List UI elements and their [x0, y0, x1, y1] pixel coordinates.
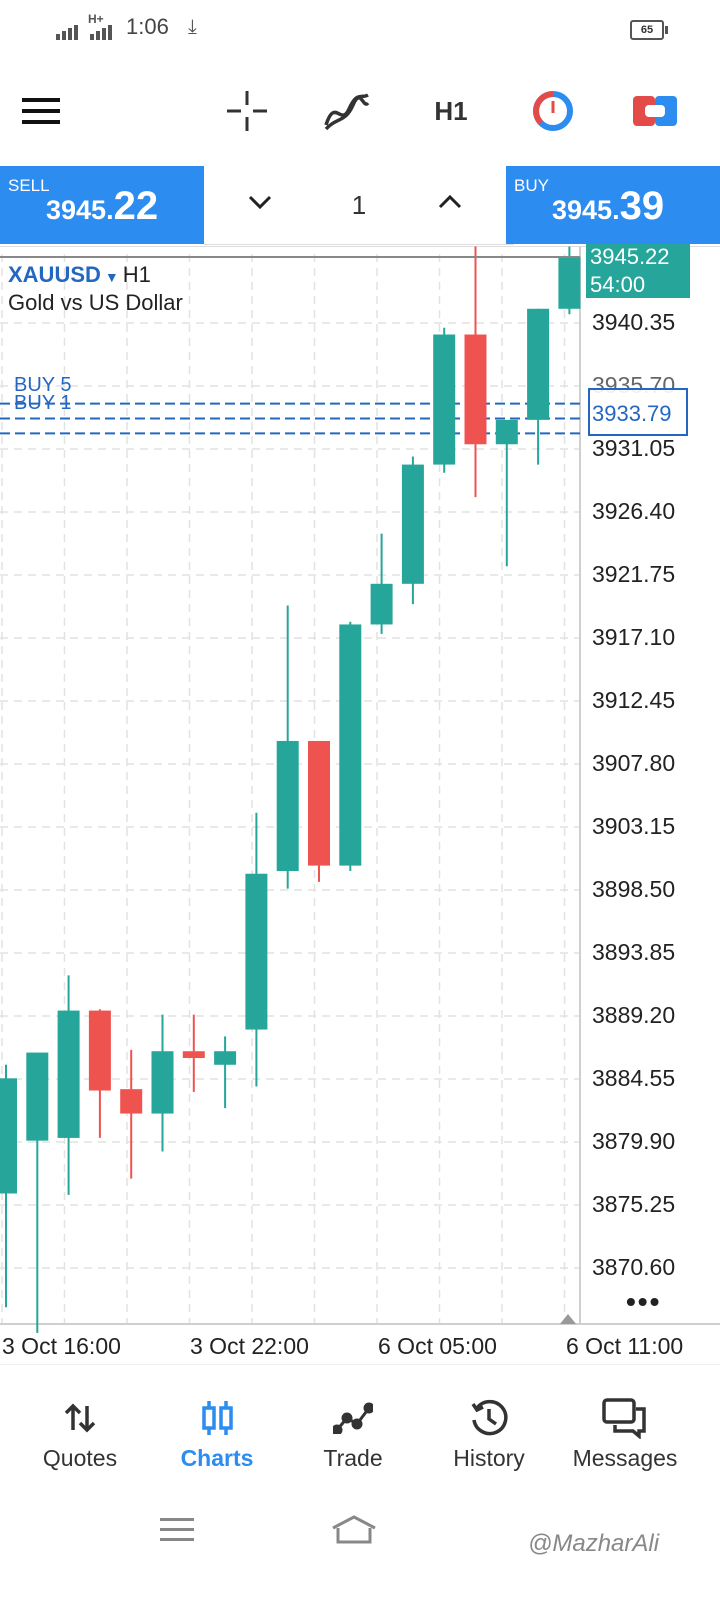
y-axis-label: 3884.55: [592, 1065, 676, 1091]
candle-body: [151, 1051, 174, 1114]
volume-down-icon[interactable]: [248, 194, 272, 210]
y-axis-label: 3889.20: [592, 1002, 676, 1028]
candle-body: [182, 1051, 205, 1058]
candle-body: [0, 1078, 17, 1194]
candle-body: [495, 419, 518, 445]
y-axis-label: 3931.05: [592, 435, 676, 461]
arrows-updown-icon: [8, 1393, 152, 1443]
y-axis-label: 3898.50: [592, 876, 676, 902]
y-axis-label: 3921.75: [592, 561, 676, 587]
chat-bubbles-icon: [553, 1393, 697, 1443]
crosshair-icon[interactable]: [222, 86, 272, 136]
candle-body: [527, 308, 550, 420]
y-axis-label: 3903.15: [592, 813, 676, 839]
current-price-tag: 3945.22: [586, 244, 690, 274]
history-icon: [417, 1393, 561, 1443]
indicators-icon[interactable]: [322, 86, 372, 136]
y-axis-label: 3940.35: [592, 309, 676, 335]
nav-history[interactable]: History: [417, 1365, 561, 1505]
network-type: H+: [88, 12, 104, 26]
chart-symbol[interactable]: XAUUSD ▼ H1: [8, 262, 151, 287]
order-label-buy-5: BUY 5: [14, 374, 72, 396]
y-axis-label: 3917.10: [592, 624, 676, 650]
candle-body: [88, 1010, 111, 1091]
sell-button[interactable]: SELL 3945.22: [0, 166, 204, 244]
bottom-navigation: Quotes Charts Trade History Messages: [0, 1364, 720, 1505]
recents-icon[interactable]: [160, 1516, 194, 1544]
candle-body: [558, 257, 581, 309]
timeframe-button[interactable]: H1: [434, 95, 468, 126]
trade-toggle-icon[interactable]: [630, 86, 680, 136]
y-axis-label: 3926.40: [592, 498, 676, 524]
home-icon[interactable]: [330, 1514, 378, 1546]
y-axis-label: 3907.80: [592, 750, 676, 776]
nav-charts[interactable]: Charts: [145, 1365, 289, 1505]
more-options-icon[interactable]: •••: [626, 1286, 662, 1317]
chart-canvas[interactable]: [0, 246, 720, 1358]
candle-body: [370, 583, 393, 625]
scroll-marker: [560, 1314, 576, 1324]
buy-label: BUY: [514, 176, 549, 195]
candle-body: [120, 1089, 143, 1114]
candle-body: [401, 464, 424, 584]
battery-icon: 65: [630, 20, 668, 40]
candle-body: [308, 740, 330, 866]
chart-toolbar: H1: [0, 58, 720, 164]
candle-body: [26, 1052, 49, 1141]
candle-body: [245, 873, 268, 1030]
buy-price: 3945.39: [552, 184, 665, 228]
y-axis-label: 3870.60: [592, 1254, 676, 1280]
trade-panel: SELL 3945.22 1 BUY 3945.39: [0, 166, 720, 245]
volume-panel: 1: [204, 166, 514, 245]
one-click-trading-icon[interactable]: [528, 86, 578, 136]
buy-button[interactable]: BUY 3945.39: [506, 166, 720, 244]
clock: 1:06: [126, 14, 169, 39]
price-chart[interactable]: XAUUSD ▼ H1 Gold vs US Dollar BUY 5 BUY 1 …: [0, 244, 720, 1359]
trend-icon: [281, 1393, 425, 1443]
nav-quotes[interactable]: Quotes: [8, 1365, 152, 1505]
y-axis-label: 3875.25: [592, 1191, 676, 1217]
sell-label: SELL: [8, 176, 50, 195]
y-axis-label: 3879.90: [592, 1128, 676, 1154]
symbol-description: Gold vs US Dollar: [8, 290, 183, 315]
candle-body: [276, 740, 299, 872]
x-axis-label: 3 Oct 22:00: [190, 1333, 309, 1359]
nav-trade[interactable]: Trade: [281, 1365, 425, 1505]
sell-price: 3945.22: [46, 184, 159, 228]
candle-body: [464, 334, 487, 445]
x-axis-label: 3 Oct 16:00: [2, 1333, 121, 1359]
candle-body: [214, 1051, 237, 1065]
x-axis-label: 6 Oct 05:00: [378, 1333, 497, 1359]
bar-countdown: 54:00: [586, 272, 690, 298]
buy-order-price-tag: 3933.79: [588, 388, 688, 436]
candle-body: [57, 1010, 80, 1138]
x-axis-label: 6 Oct 11:00: [566, 1333, 684, 1359]
y-axis-label: 3912.45: [592, 687, 676, 713]
system-navigation: @MazharAli: [0, 1504, 720, 1600]
nav-messages[interactable]: Messages: [553, 1365, 697, 1505]
watermark: @MazharAli: [528, 1530, 660, 1557]
volume-value[interactable]: 1: [351, 190, 367, 220]
y-axis-label: 3893.85: [592, 939, 676, 965]
candles-icon: [145, 1393, 289, 1443]
volume-up-icon[interactable]: [438, 194, 462, 210]
candle-body: [339, 624, 362, 866]
status-bar: H+ 1:06 ⤓ 65: [0, 0, 720, 58]
menu-icon[interactable]: [16, 86, 66, 136]
signal-icon: [56, 25, 112, 40]
download-icon: ⤓: [188, 16, 197, 38]
candle-body: [433, 334, 456, 465]
order-label-buy-1: BUY 1: [14, 392, 72, 414]
